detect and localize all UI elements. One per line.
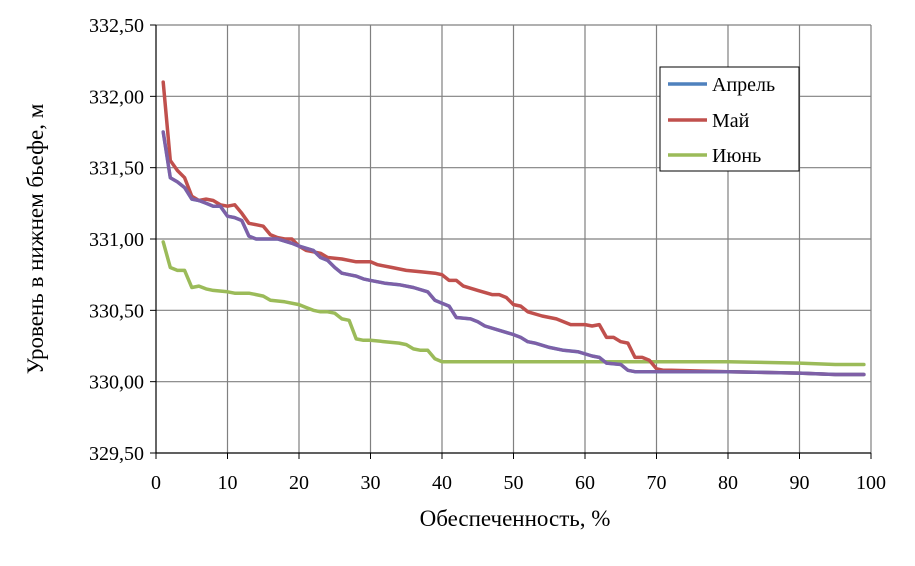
series-lines bbox=[161, 80, 866, 377]
y-tick-label: 331,50 bbox=[89, 158, 144, 180]
y-tick-label: 329,50 bbox=[89, 443, 144, 465]
y-tick-label: 330,00 bbox=[89, 372, 144, 394]
y-tick-label: 332,00 bbox=[89, 86, 144, 108]
legend-label-may: Май bbox=[712, 110, 750, 132]
series-line-june bbox=[161, 240, 866, 367]
legend: Апрель Май Июнь bbox=[659, 66, 800, 172]
x-tick-label: 60 bbox=[575, 472, 595, 494]
x-tick-label: 0 bbox=[151, 472, 161, 494]
y-tick-label: 331,00 bbox=[89, 229, 144, 251]
x-tick-label: 100 bbox=[856, 472, 886, 494]
y-axis-title: Уровень в нижнем бьефе, м bbox=[23, 103, 48, 374]
axes bbox=[150, 24, 872, 459]
x-tick-label: 50 bbox=[504, 472, 524, 494]
x-tick-label: 40 bbox=[432, 472, 452, 494]
y-tick-label: 332,50 bbox=[89, 15, 144, 37]
y-tick-labels: 329,50 330,00 330,50 331,00 331,50 332,00 332,… bbox=[89, 15, 144, 465]
x-tick-label: 20 bbox=[289, 472, 309, 494]
x-tick-label: 10 bbox=[218, 472, 238, 494]
series-line-may bbox=[161, 80, 866, 377]
x-tick-label: 30 bbox=[361, 472, 381, 494]
x-tick-label: 70 bbox=[647, 472, 667, 494]
y-tick-label: 330,50 bbox=[89, 300, 144, 322]
x-axis-title: Обеспеченность, % bbox=[420, 506, 611, 531]
x-tick-label: 80 bbox=[718, 472, 738, 494]
legend-label-april: Апрель bbox=[712, 74, 775, 96]
x-tick-labels: 0 10 20 30 40 50 60 70 80 90 100 bbox=[151, 472, 886, 494]
x-tick-label: 90 bbox=[790, 472, 810, 494]
legend-label-june: Июнь bbox=[712, 145, 761, 167]
series-line-april-overlay bbox=[161, 130, 866, 377]
